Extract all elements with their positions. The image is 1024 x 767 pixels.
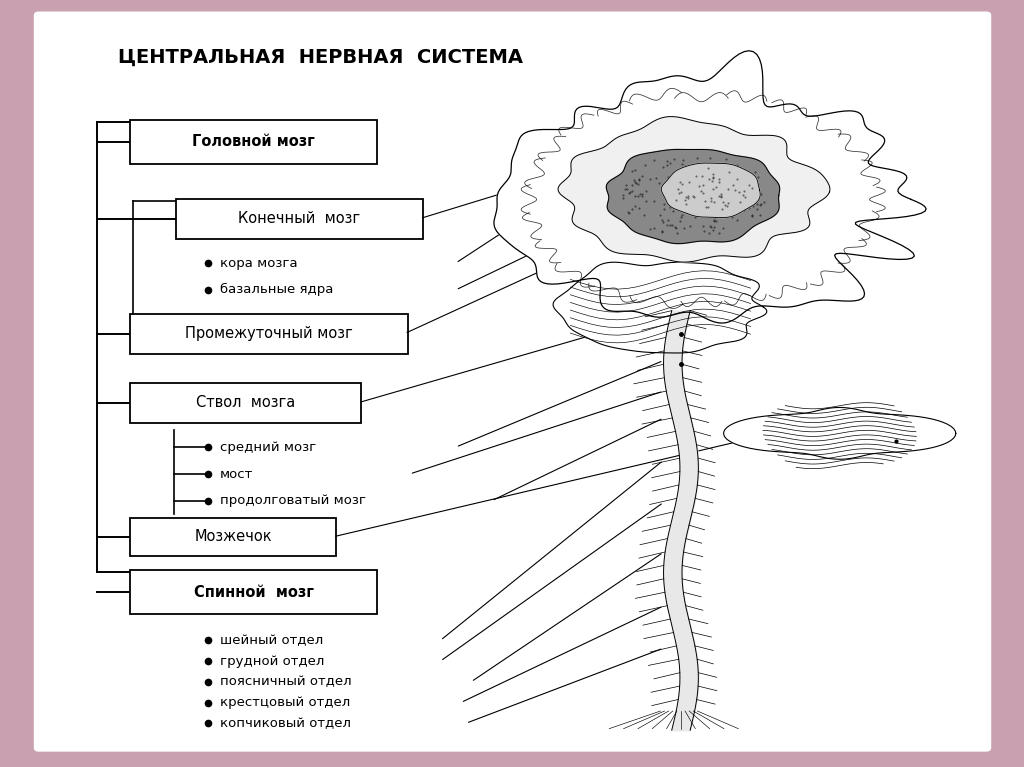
Polygon shape xyxy=(724,407,955,459)
Text: продолговатый мозг: продолговатый мозг xyxy=(220,495,367,507)
Text: шейный отдел: шейный отдел xyxy=(220,634,324,647)
Text: средний мозг: средний мозг xyxy=(220,441,316,453)
Polygon shape xyxy=(553,262,767,353)
Text: грудной отдел: грудной отдел xyxy=(220,655,325,667)
Text: ЦЕНТРАЛЬНАЯ  НЕРВНАЯ  СИСТЕМА: ЦЕНТРАЛЬНАЯ НЕРВНАЯ СИСТЕМА xyxy=(118,48,523,67)
Polygon shape xyxy=(662,163,760,218)
Text: кора мозга: кора мозга xyxy=(220,257,298,269)
Text: мост: мост xyxy=(220,468,253,480)
Polygon shape xyxy=(606,150,779,244)
FancyBboxPatch shape xyxy=(130,518,336,556)
FancyBboxPatch shape xyxy=(130,314,408,354)
Text: Ствол  мозга: Ствол мозга xyxy=(197,395,295,410)
Text: Головной мозг: Головной мозг xyxy=(193,134,314,150)
Text: крестцовый отдел: крестцовый отдел xyxy=(220,696,350,709)
Text: копчиковый отдел: копчиковый отдел xyxy=(220,717,351,729)
Text: Конечный  мозг: Конечный мозг xyxy=(239,211,360,226)
Text: Спинной  мозг: Спинной мозг xyxy=(194,584,313,600)
Text: базальные ядра: базальные ядра xyxy=(220,283,334,297)
Text: Промежуточный мозг: Промежуточный мозг xyxy=(185,326,352,341)
Text: Мозжечок: Мозжечок xyxy=(195,529,271,545)
Polygon shape xyxy=(494,51,926,323)
Text: поясничный отдел: поясничный отдел xyxy=(220,676,352,688)
FancyBboxPatch shape xyxy=(176,199,423,239)
Polygon shape xyxy=(558,117,829,262)
FancyBboxPatch shape xyxy=(130,383,361,423)
FancyBboxPatch shape xyxy=(130,570,377,614)
FancyBboxPatch shape xyxy=(130,120,377,164)
